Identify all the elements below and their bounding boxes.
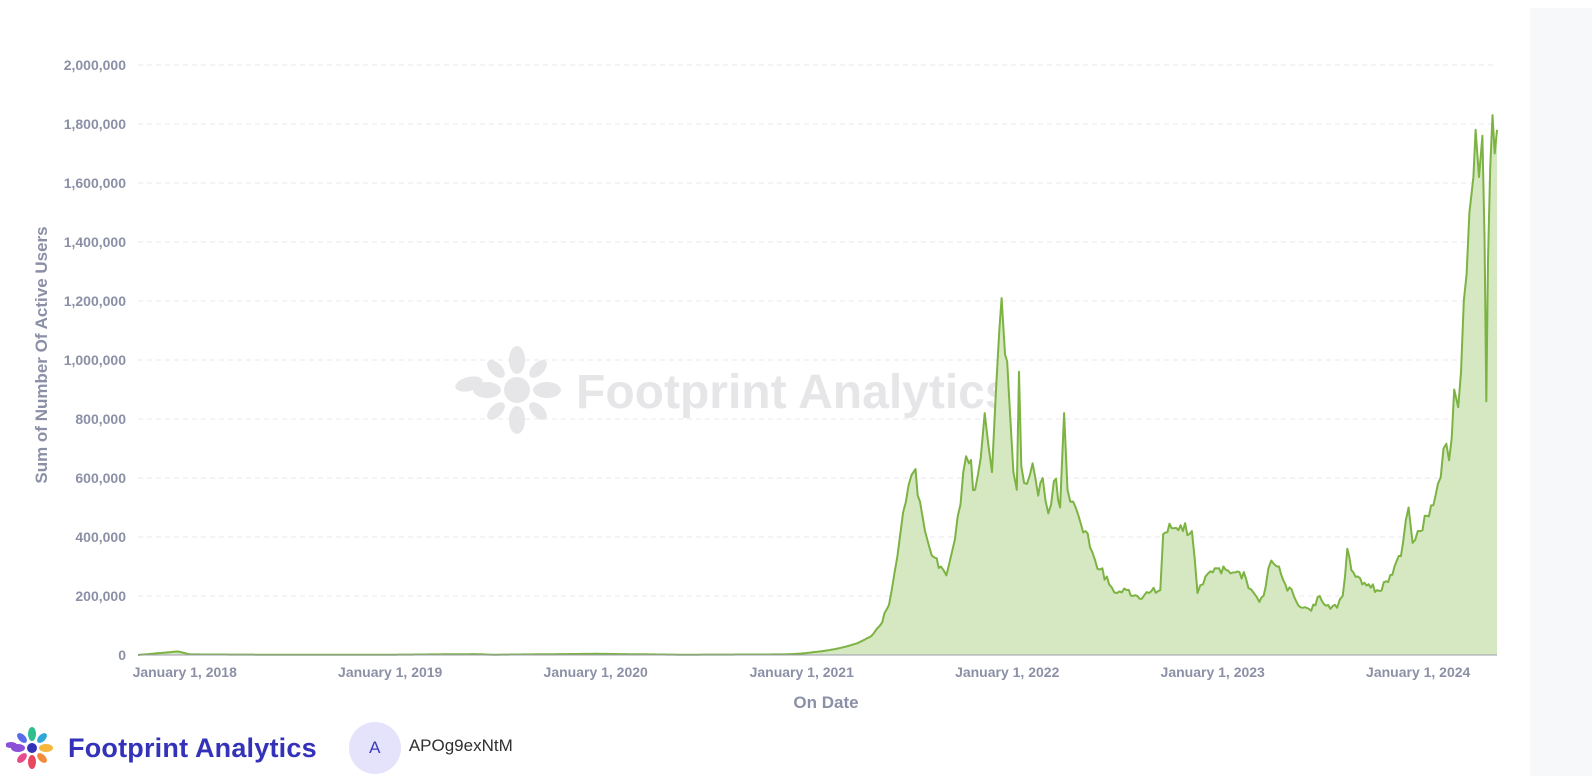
y-tick-label: 1,000,000 — [64, 352, 126, 368]
chart: Footprint Analytics 0 200,000 400,000 600,0… — [32, 57, 1498, 712]
y-tick-label: 1,400,000 — [64, 234, 126, 250]
x-tick-label: January 1, 2018 — [133, 664, 238, 680]
footprint-logo-icon[interactable] — [6, 722, 58, 774]
footer: Footprint Analytics A APOg9exNtM — [6, 722, 513, 774]
y-tick-label: 800,000 — [75, 411, 126, 427]
watermark: Footprint Analytics — [455, 346, 1012, 434]
y-tick-label: 1,600,000 — [64, 175, 126, 191]
y-axis-ticks: 0 200,000 400,000 600,000 800,000 1,000,000 1,… — [64, 57, 127, 663]
avatar[interactable]: A — [348, 722, 401, 774]
grid-lines — [138, 64, 1497, 597]
brand-name[interactable]: Footprint Analytics — [68, 732, 317, 763]
x-tick-label: January 1, 2020 — [544, 664, 649, 680]
x-tick-label: January 1, 2021 — [750, 664, 855, 680]
x-tick-label: January 1, 2022 — [955, 664, 1060, 680]
y-tick-label: 1,200,000 — [64, 293, 126, 309]
x-tick-label: January 1, 2023 — [1161, 664, 1266, 680]
y-tick-label: 1,800,000 — [64, 116, 126, 132]
y-tick-label: 2,000,000 — [64, 57, 126, 73]
x-axis-title: On Date — [793, 693, 858, 712]
username[interactable]: APOg9exNtM — [408, 736, 513, 755]
x-tick-label: January 1, 2019 — [338, 664, 443, 680]
area-fill — [138, 115, 1497, 656]
y-tick-label: 200,000 — [75, 588, 126, 604]
x-axis-ticks: January 1, 2018 January 1, 2019 January 1,… — [133, 664, 1471, 680]
y-tick-label: 400,000 — [75, 529, 126, 545]
watermark-text: Footprint Analytics — [576, 366, 1012, 419]
x-tick-label: January 1, 2024 — [1366, 664, 1471, 680]
y-axis-title: Sum of Number Of Active Users — [32, 226, 51, 483]
watermark-logo-icon — [455, 346, 561, 434]
y-tick-label: 600,000 — [75, 470, 126, 486]
avatar-initial: A — [369, 738, 381, 757]
right-gutter — [1530, 8, 1592, 776]
y-tick-label: 0 — [118, 647, 126, 663]
